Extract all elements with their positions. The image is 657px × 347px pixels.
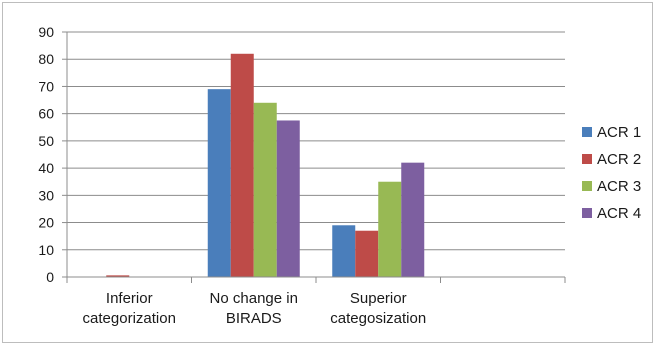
legend-label: ACR 4 [597,205,641,222]
gridlines [67,31,565,251]
legend-swatch [582,181,592,191]
x-category-label: No change in [210,290,298,307]
bar [355,230,379,277]
legend-label: ACR 3 [597,178,641,195]
y-tick-label: 90 [38,24,54,40]
legend-swatch [582,127,592,137]
y-tick-label: 60 [38,106,54,122]
x-category-label: categosization [330,310,426,327]
bar [276,120,300,277]
bars [106,53,425,278]
y-tick-labels: 0 10 20 30 40 50 60 70 80 90 [38,24,54,285]
bar [106,275,130,277]
bar [207,89,231,278]
bar [378,181,402,277]
y-tick-label: 0 [46,269,54,285]
y-tick-label: 20 [38,215,54,231]
x-category-label: categorization [83,310,176,327]
legend: ACR 1 ACR 2 ACR 3 ACR 4 [582,124,641,222]
x-category-label: Superior [350,290,407,307]
y-tick-label: 70 [38,78,54,94]
legend-swatch [582,208,592,218]
legend-label: ACR 1 [597,124,641,141]
y-tick-label: 10 [38,242,54,258]
x-category-label: Inferior [106,290,153,307]
bar [401,162,425,277]
y-tick-label: 30 [38,187,54,203]
y-tick-label: 50 [38,133,54,149]
x-category-label: BIRADS [226,310,282,327]
y-tick-label: 40 [38,160,54,176]
legend-label: ACR 2 [597,151,641,168]
axes [62,31,566,283]
x-category-labels: Inferior categorization No change in BIRADS… [83,290,427,327]
bar [332,225,356,277]
bar [230,53,254,278]
y-tick-label: 80 [38,51,54,67]
bar [253,102,277,278]
legend-swatch [582,154,592,164]
